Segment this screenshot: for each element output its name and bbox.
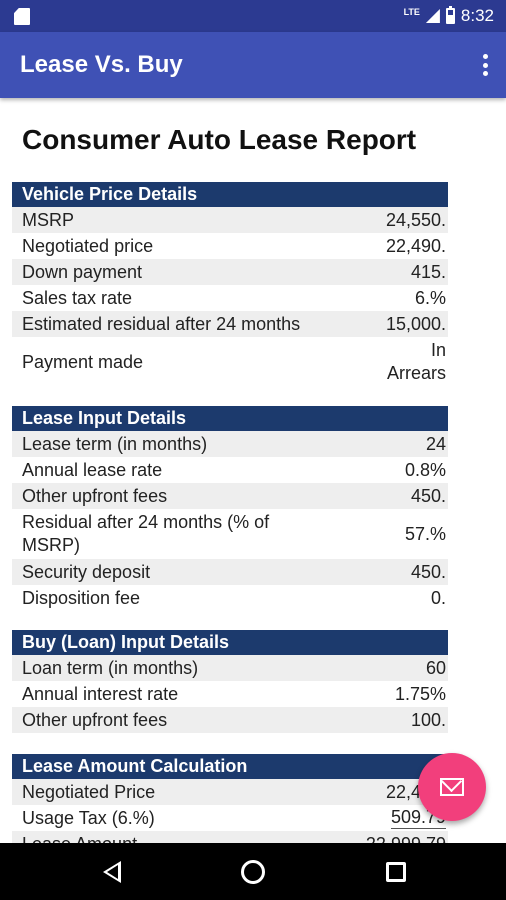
table-row: Payment made In Arrears (12, 337, 448, 387)
table-row: Down payment 415. (12, 259, 448, 285)
report-title: Consumer Auto Lease Report (22, 124, 417, 155)
row-value: 0.8% (404, 459, 446, 480)
row-label: Sales tax rate (22, 287, 133, 308)
row-value: 100. (410, 709, 446, 730)
row-value: 22,999.79 (366, 834, 446, 844)
home-icon (241, 860, 265, 884)
table-row: Negotiated price 22,490. (12, 233, 448, 259)
row-value: 1.75% (394, 683, 446, 704)
row-label: Residual after 24 months (% of MSRP) (22, 512, 270, 555)
table-row: Residual after 24 months (% of MSRP) 57.… (12, 509, 448, 559)
email-report-button[interactable] (418, 753, 486, 821)
row-label: MSRP (22, 209, 75, 230)
row-value: 60 (425, 657, 446, 678)
back-icon (103, 861, 121, 883)
table-row: MSRP 24,550. (12, 207, 448, 233)
row-label: Estimated residual after 24 months (22, 313, 301, 334)
row-value: 450. (410, 485, 446, 506)
table-row: Lease Amount 22,999.79 (12, 831, 448, 843)
table-row: Other upfront fees 100. (12, 707, 448, 733)
row-value: 15,000. (385, 313, 446, 334)
clock: 8:32 (460, 6, 494, 25)
report-content[interactable]: Consumer Auto Lease Report Vehicle Price… (0, 98, 506, 843)
row-label: Other upfront fees (22, 709, 168, 730)
row-label: Lease term (in months) (22, 433, 208, 454)
network-type: LTE (403, 7, 420, 17)
row-value: 415. (410, 261, 446, 282)
row-value: 24 (425, 433, 446, 454)
row-value: 6.% (414, 287, 446, 308)
vehicle-price-section: Vehicle Price Details MSRP 24,550. Negot… (12, 182, 448, 387)
table-row: Other upfront fees 450. (12, 483, 448, 509)
table-row: Sales tax rate 6.% (12, 285, 448, 311)
row-label: Other upfront fees (22, 485, 168, 506)
table-row: Security deposit 450. (12, 559, 448, 585)
sd-card-icon (14, 8, 30, 25)
mail-icon (440, 778, 464, 796)
row-label: Security deposit (22, 561, 151, 582)
table-row: Lease term (in months) 24 (12, 431, 448, 457)
row-label: Lease Amount (22, 834, 366, 844)
app-bar: Lease Vs. Buy (0, 32, 506, 98)
row-label: Negotiated Price (22, 781, 156, 802)
row-label: Down payment (22, 261, 143, 282)
home-button[interactable] (238, 857, 268, 887)
table-row: Estimated residual after 24 months 15,00… (12, 311, 448, 337)
recents-icon (386, 862, 406, 882)
table-row: Annual lease rate 0.8% (12, 457, 448, 483)
table-row: Annual interest rate 1.75% (12, 681, 448, 707)
section-header: Lease Amount Calculation (12, 754, 448, 779)
battery-icon (445, 6, 455, 24)
row-value: 450. (410, 561, 446, 582)
navigation-bar (0, 843, 506, 900)
row-label: Payment made (22, 351, 144, 372)
row-label: Usage Tax (6.%) (22, 807, 155, 828)
section-header: Lease Input Details (12, 406, 448, 431)
row-value: 0. (430, 587, 446, 608)
section-header: Buy (Loan) Input Details (12, 630, 448, 655)
row-label: Loan term (in months) (22, 657, 199, 678)
row-label: Negotiated price (22, 235, 154, 256)
loan-input-section: Buy (Loan) Input Details Loan term (in m… (12, 630, 448, 733)
back-button[interactable] (97, 857, 127, 887)
row-value: 24,550. (385, 209, 446, 230)
table-row: Negotiated Price 22,490. (12, 779, 448, 805)
lease-amount-section: Lease Amount Calculation Negotiated Pric… (12, 754, 448, 843)
row-value: 22,490. (385, 235, 446, 256)
table-row: Usage Tax (6.%) 509.79 (12, 805, 448, 831)
row-value: 57.% (404, 523, 446, 544)
row-value: In Arrears (386, 340, 446, 383)
overflow-menu-icon[interactable] (478, 52, 492, 78)
app-title: Lease Vs. Buy (20, 51, 183, 78)
status-indicators: LTE 8:32 (404, 6, 494, 26)
row-label: Annual interest rate (22, 683, 179, 704)
lease-input-section: Lease Input Details Lease term (in month… (12, 406, 448, 611)
row-label: Disposition fee (22, 587, 141, 608)
signal-icon (425, 9, 440, 23)
recents-button[interactable] (381, 857, 411, 887)
table-row: Disposition fee 0. (12, 585, 448, 611)
section-header: Vehicle Price Details (12, 182, 448, 207)
table-row: Loan term (in months) 60 (12, 655, 448, 681)
status-bar: LTE 8:32 (0, 0, 506, 32)
row-label: Annual lease rate (22, 459, 163, 480)
